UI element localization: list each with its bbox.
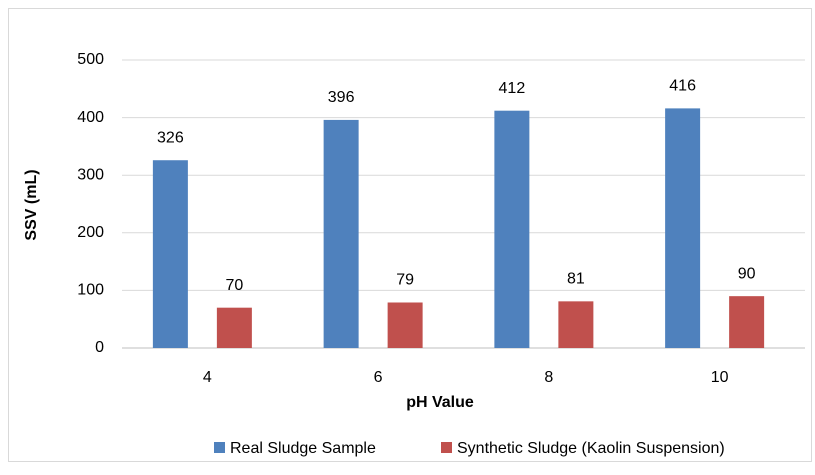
y-axis-title: SSV (mL) (23, 169, 40, 240)
bar (387, 302, 423, 348)
y-tick-label: 0 (95, 339, 104, 356)
bar (494, 110, 530, 348)
legend-label: Real Sludge Sample (230, 440, 376, 457)
x-axis-title: pH Value (406, 394, 474, 411)
x-tick-label: 10 (711, 369, 729, 386)
data-label: 396 (328, 89, 355, 106)
bar (558, 301, 594, 348)
data-label: 416 (669, 78, 696, 95)
x-tick-label: 8 (544, 369, 553, 386)
data-label: 70 (225, 277, 243, 294)
data-label: 412 (499, 80, 526, 97)
bar (665, 108, 701, 348)
data-label: 79 (396, 272, 414, 289)
data-label: 81 (567, 271, 585, 288)
bar (152, 160, 188, 348)
x-tick-label: 6 (374, 369, 383, 386)
y-tick-label: 300 (77, 166, 104, 183)
y-tick-label: 100 (77, 282, 104, 299)
y-tick-label: 400 (77, 109, 104, 126)
x-tick-label: 4 (203, 369, 212, 386)
data-label: 90 (738, 265, 756, 282)
legend-label: Synthetic Sludge (Kaolin Suspension) (457, 440, 725, 457)
bar (729, 296, 765, 348)
bar (323, 119, 359, 349)
y-tick-label: 200 (77, 224, 104, 241)
y-tick-label: 500 (77, 51, 104, 68)
legend-swatch (214, 442, 225, 453)
bar (216, 307, 252, 348)
legend-swatch (441, 442, 452, 453)
data-label: 326 (157, 129, 184, 146)
